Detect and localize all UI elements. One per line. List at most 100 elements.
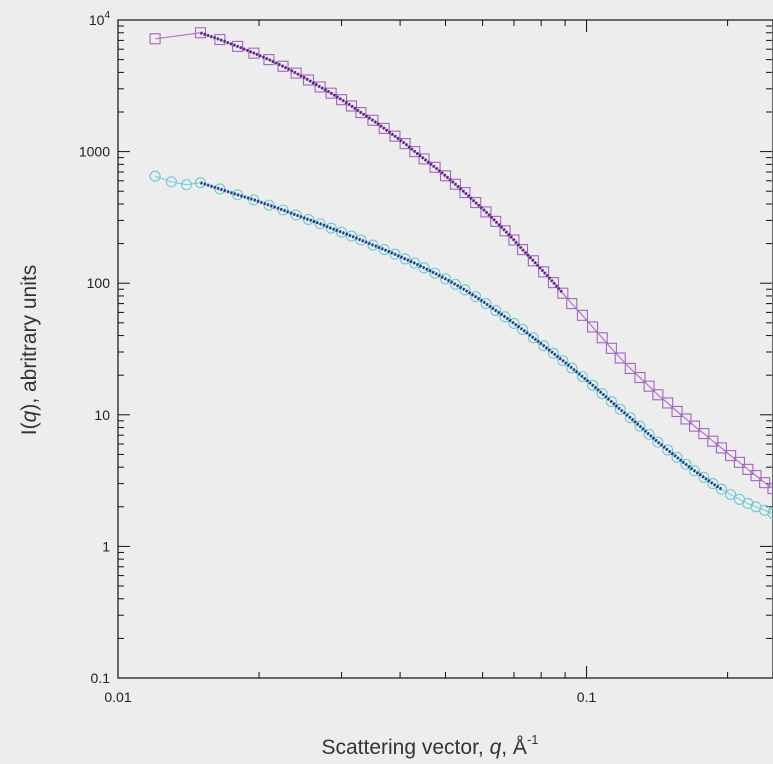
- data-point: [214, 34, 226, 46]
- data-point: [480, 298, 492, 310]
- data-point: [605, 396, 617, 408]
- data-point: [325, 222, 337, 234]
- data-point: [418, 262, 430, 274]
- data-point: [547, 277, 560, 289]
- data-point: [470, 291, 482, 303]
- data-point: [449, 278, 461, 290]
- data-point: [345, 230, 358, 242]
- data-point: [614, 403, 626, 415]
- data-point: [707, 435, 719, 447]
- data-point: [557, 355, 569, 367]
- data-point: [725, 450, 737, 462]
- data-point: [634, 420, 646, 432]
- data-point: [439, 170, 452, 182]
- axis-ticks: [117, 19, 772, 679]
- data-series-1: [149, 27, 773, 495]
- data-point: [194, 177, 207, 189]
- data-point: [180, 179, 193, 191]
- data-point: [508, 234, 520, 246]
- data-point: [232, 189, 244, 201]
- data-point: [698, 471, 710, 483]
- data-point: [490, 215, 502, 227]
- data-point: [429, 161, 441, 173]
- data-point: [733, 456, 746, 468]
- data-point: [680, 458, 692, 470]
- x-axis-title: Scattering vector, q, Å-1: [321, 732, 538, 759]
- data-point: [688, 465, 701, 477]
- data-point: [399, 138, 411, 150]
- data-point: [624, 362, 636, 375]
- data-point: [527, 255, 539, 267]
- data-point: [596, 332, 608, 344]
- data-point: [566, 298, 578, 310]
- data-point: [336, 94, 348, 106]
- data-point: [624, 412, 636, 424]
- data-point: [290, 67, 302, 79]
- data-point: [418, 153, 430, 165]
- data-point: [576, 371, 588, 383]
- data-point: [399, 253, 411, 265]
- data-series-layer: [149, 27, 773, 519]
- data-point: [367, 114, 379, 126]
- data-point: [290, 209, 302, 221]
- data-point: [652, 389, 664, 401]
- data-point: [750, 470, 762, 482]
- data-point: [527, 332, 539, 344]
- data-point: [643, 380, 655, 392]
- y-tick-label: 1000: [79, 144, 110, 160]
- data-point: [389, 130, 401, 142]
- y-axis-title: I(q), abritrary units: [18, 265, 41, 435]
- data-point: [652, 436, 664, 448]
- data-point: [742, 463, 754, 475]
- data-point: [715, 442, 727, 454]
- data-point: [707, 478, 719, 490]
- data-point: [662, 444, 674, 456]
- data-point: [643, 428, 655, 440]
- data-point: [499, 225, 511, 237]
- data-point: [557, 287, 569, 299]
- data-point: [429, 267, 441, 279]
- data-point: [470, 197, 482, 209]
- data-point: [149, 33, 161, 45]
- data-point: [149, 170, 161, 182]
- data-point: [378, 122, 390, 134]
- x-tick-label: 0.01: [104, 689, 131, 705]
- data-point: [214, 183, 226, 195]
- data-point: [596, 388, 608, 400]
- data-point: [698, 428, 710, 440]
- data-point: [389, 248, 401, 260]
- data-point: [459, 284, 471, 296]
- data-point: [263, 54, 275, 66]
- data-point: [767, 507, 773, 519]
- data-point: [671, 451, 683, 463]
- data-point: [409, 257, 421, 269]
- data-point: [576, 309, 588, 321]
- data-point: [662, 397, 674, 409]
- x-tick-label: 0.1: [577, 689, 597, 705]
- data-point: [194, 27, 207, 39]
- data-point: [490, 304, 502, 317]
- data-point: [715, 483, 727, 495]
- data-point: [314, 218, 326, 230]
- plot-area: [117, 19, 773, 679]
- data-point: [587, 321, 599, 333]
- data-point: [587, 379, 599, 391]
- data-point: [614, 352, 626, 364]
- data-point: [759, 477, 771, 489]
- data-point: [547, 347, 560, 359]
- data-point: [302, 74, 315, 86]
- data-point: [605, 342, 617, 354]
- data-point: [263, 199, 275, 211]
- data-point: [499, 311, 511, 323]
- y-tick-label: 0.1: [91, 670, 111, 686]
- data-point: [767, 483, 773, 495]
- data-point: [459, 187, 471, 199]
- data-point: [248, 194, 260, 206]
- data-point: [516, 244, 529, 256]
- data-series-2: [149, 170, 773, 519]
- data-point: [325, 87, 337, 99]
- data-point: [355, 107, 367, 119]
- data-point: [277, 204, 289, 216]
- data-point: [367, 239, 379, 251]
- fit-curve: [200, 181, 723, 491]
